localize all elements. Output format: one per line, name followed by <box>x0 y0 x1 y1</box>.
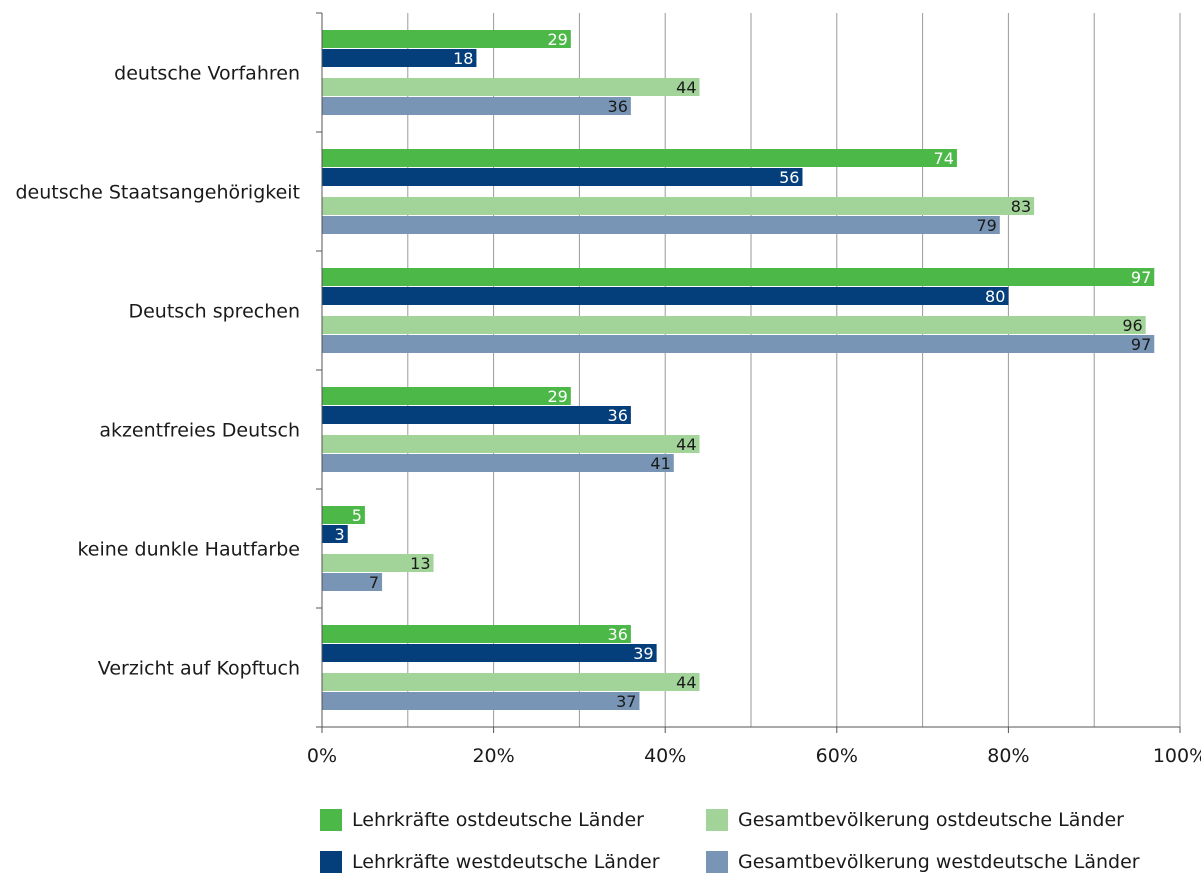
category-label: deutsche Staatsangehörigkeit <box>16 182 301 204</box>
bar <box>322 525 348 543</box>
data-label: 41 <box>650 454 670 473</box>
legend-item-lehrkraefte-ost: Lehrkräfte ostdeutsche Länder <box>320 807 644 833</box>
bar <box>322 49 477 67</box>
bar <box>322 692 640 710</box>
bar <box>322 335 1155 353</box>
data-label: 44 <box>676 78 696 97</box>
bar <box>322 168 803 186</box>
data-label: 39 <box>633 644 653 663</box>
category-label: Verzicht auf Kopftuch <box>98 658 300 680</box>
legend-item-gesamt-ost: Gesamtbevölkerung ostdeutsche Länder <box>706 807 1124 833</box>
data-label: 36 <box>608 625 628 644</box>
data-label: 83 <box>1011 197 1031 216</box>
bar <box>322 149 957 167</box>
bar <box>322 316 1146 334</box>
data-label: 80 <box>985 287 1005 306</box>
bar <box>322 435 700 453</box>
legend-label: Lehrkräfte ostdeutsche Länder <box>352 809 644 831</box>
data-label: 36 <box>608 97 628 116</box>
data-label: 13 <box>410 554 430 573</box>
data-label: 29 <box>547 387 567 406</box>
legend-item-lehrkraefte-west: Lehrkräfte westdeutsche Länder <box>320 849 660 875</box>
bar <box>322 97 631 115</box>
x-tick-label: 40% <box>644 745 686 767</box>
legend-swatch <box>706 809 728 831</box>
data-label: 7 <box>369 573 379 592</box>
legend-label: Gesamtbevölkerung westdeutsche Länder <box>738 851 1140 873</box>
bar <box>322 78 700 96</box>
bar <box>322 197 1035 215</box>
data-label: 44 <box>676 435 696 454</box>
data-label: 18 <box>453 49 473 68</box>
legend-item-gesamt-west: Gesamtbevölkerung westdeutsche Länder <box>706 849 1140 875</box>
data-label: 5 <box>352 506 362 525</box>
data-label: 3 <box>335 525 345 544</box>
data-label: 56 <box>779 168 799 187</box>
x-tick-label: 20% <box>472 745 514 767</box>
bar <box>322 287 1009 305</box>
category-label: akzentfreies Deutsch <box>99 420 300 442</box>
legend-swatch <box>320 809 342 831</box>
data-label: 29 <box>547 30 567 49</box>
legend-label: Gesamtbevölkerung ostdeutsche Länder <box>738 809 1124 831</box>
bar <box>322 644 657 662</box>
legend: Lehrkräfte ostdeutsche Länder Gesamtbevö… <box>320 800 1180 877</box>
data-label: 44 <box>676 673 696 692</box>
bar <box>322 406 631 424</box>
data-label: 96 <box>1122 316 1142 335</box>
legend-swatch <box>320 851 342 873</box>
data-label: 97 <box>1131 335 1151 354</box>
bar <box>322 673 700 691</box>
legend-swatch <box>706 851 728 873</box>
data-label: 79 <box>976 216 996 235</box>
bar <box>322 625 631 643</box>
category-label: Deutsch sprechen <box>128 301 300 323</box>
bar <box>322 216 1000 234</box>
data-label: 36 <box>608 406 628 425</box>
x-tick-label: 60% <box>816 745 858 767</box>
bar-chart: 29 18 44 36 deutsche Vorfahren 74 56 83 79 deutsc… <box>16 12 1201 767</box>
bar <box>322 268 1155 286</box>
x-tick-label: 80% <box>987 745 1029 767</box>
legend-label: Lehrkräfte westdeutsche Länder <box>352 851 660 873</box>
bar <box>322 506 365 524</box>
bar <box>322 573 383 591</box>
data-label: 97 <box>1131 268 1151 287</box>
x-tick-label: 100% <box>1153 745 1201 767</box>
data-label: 74 <box>934 149 954 168</box>
data-label: 37 <box>616 692 636 711</box>
x-tick-label: 0% <box>307 745 337 767</box>
category-label: keine dunkle Hautfarbe <box>77 539 300 561</box>
bar <box>322 387 571 405</box>
bar <box>322 454 674 472</box>
bar <box>322 554 434 572</box>
bar <box>322 30 571 48</box>
category-label: deutsche Vorfahren <box>114 63 300 85</box>
